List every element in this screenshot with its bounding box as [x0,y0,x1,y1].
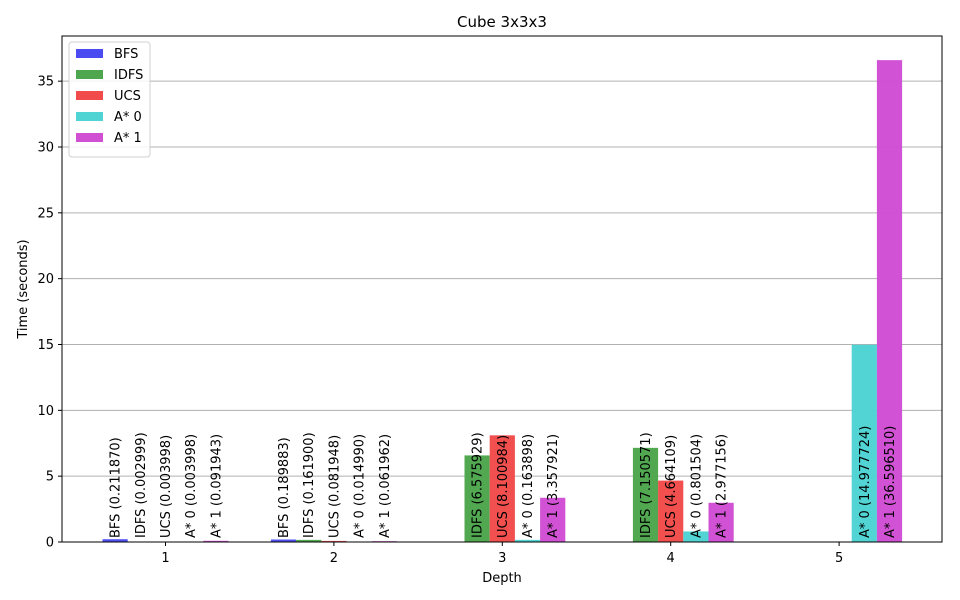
bar-idfs-4 [632,447,659,542]
bar-a-1-3 [540,497,566,542]
bar-ucs-3 [489,435,515,542]
x-axis-ticks: 1 2 3 4 5 [161,542,843,566]
bar-data-label: BFS (0.211870) [109,437,124,538]
bar-data-label: IDFS (7.150571) [639,432,654,538]
y-tick-label: 0 [46,536,54,551]
bar-data-label: IDFS (0.002999) [134,432,149,538]
bar-data-label: A* 1 (2.977156) [715,434,730,538]
bar-a-1-4 [708,502,734,542]
y-tick-label: 35 [37,75,54,90]
legend-swatch [76,91,103,100]
bar-data-label: UCS (4.664109) [664,435,679,538]
bar-data-label: A* 1 (36.596510) [883,426,898,538]
y-tick-label: 30 [37,140,54,155]
bar-bfs-1 [102,539,128,542]
legend-swatch [76,49,103,58]
y-tick-label: 10 [37,404,54,419]
bar-data-label: A* 0 (0.014990) [353,434,368,538]
bar-a-0-5 [851,344,877,542]
legend-swatch [76,112,103,121]
bar-data-label: A* 1 (0.061962) [378,434,393,538]
x-tick-label: 3 [498,551,506,566]
legend: BFS IDFS UCS A* 0 A* 1 [68,41,151,158]
bar-a-0-4 [683,531,709,542]
bar-idfs-2 [296,539,322,542]
bar-data-label: IDFS (6.575929) [471,432,486,538]
x-tick-label: 1 [161,551,169,566]
bar-a-1-1 [203,540,229,542]
legend-entry: A* 1 [114,131,142,146]
y-tick-label: 15 [37,338,54,353]
x-tick-label: 4 [667,551,675,566]
x-tick-label: 5 [835,551,843,566]
bar-labels: BFS (0.211870) BFS (0.189883) IDFS (0.0029… [109,426,898,538]
bar-idfs-3 [464,455,490,542]
bar-data-label: A* 0 (0.163898) [521,434,536,538]
grid-lines [62,80,942,477]
legend-entry: IDFS [114,68,143,83]
bar-ucs-4 [658,480,684,542]
bar-data-label: UCS (0.003998) [159,435,174,538]
bar-data-label: A* 0 (14.977724) [858,426,873,538]
y-tick-label: 25 [37,206,54,221]
bars [102,60,903,543]
bar-data-label: A* 0 (0.801504) [689,434,704,538]
bar-data-label: A* 0 (0.003998) [184,434,199,538]
legend-entry: BFS [114,47,138,62]
bar-bfs-2 [270,539,297,542]
chart-title: Cube 3x3x3 [457,13,547,31]
y-axis-ticks: 0 5 10 15 20 25 30 35 [37,75,62,551]
x-axis-label: Depth [482,571,522,586]
legend-entry: UCS [114,89,141,104]
bar-ucs-2 [321,540,347,542]
bar-a-1-5 [876,60,903,543]
legend-swatch [76,70,103,79]
bar-data-label: BFS (0.189883) [277,437,292,538]
y-tick-label: 5 [46,470,54,485]
y-axis-label: Time (seconds) [16,239,31,339]
bar-a-0-3 [514,539,541,542]
bar-data-label: A* 1 (0.091943) [209,434,224,538]
y-tick-label: 20 [37,272,54,287]
bar-data-label: UCS (8.100984) [496,435,511,538]
legend-entry: A* 0 [114,110,142,125]
legend-swatch [76,133,103,142]
bar-data-label: UCS (0.081948) [327,435,342,538]
bar-data-label: A* 1 (3.357921) [546,434,561,538]
x-tick-label: 2 [330,551,338,566]
bar-data-label: IDFS (0.161900) [302,432,317,538]
